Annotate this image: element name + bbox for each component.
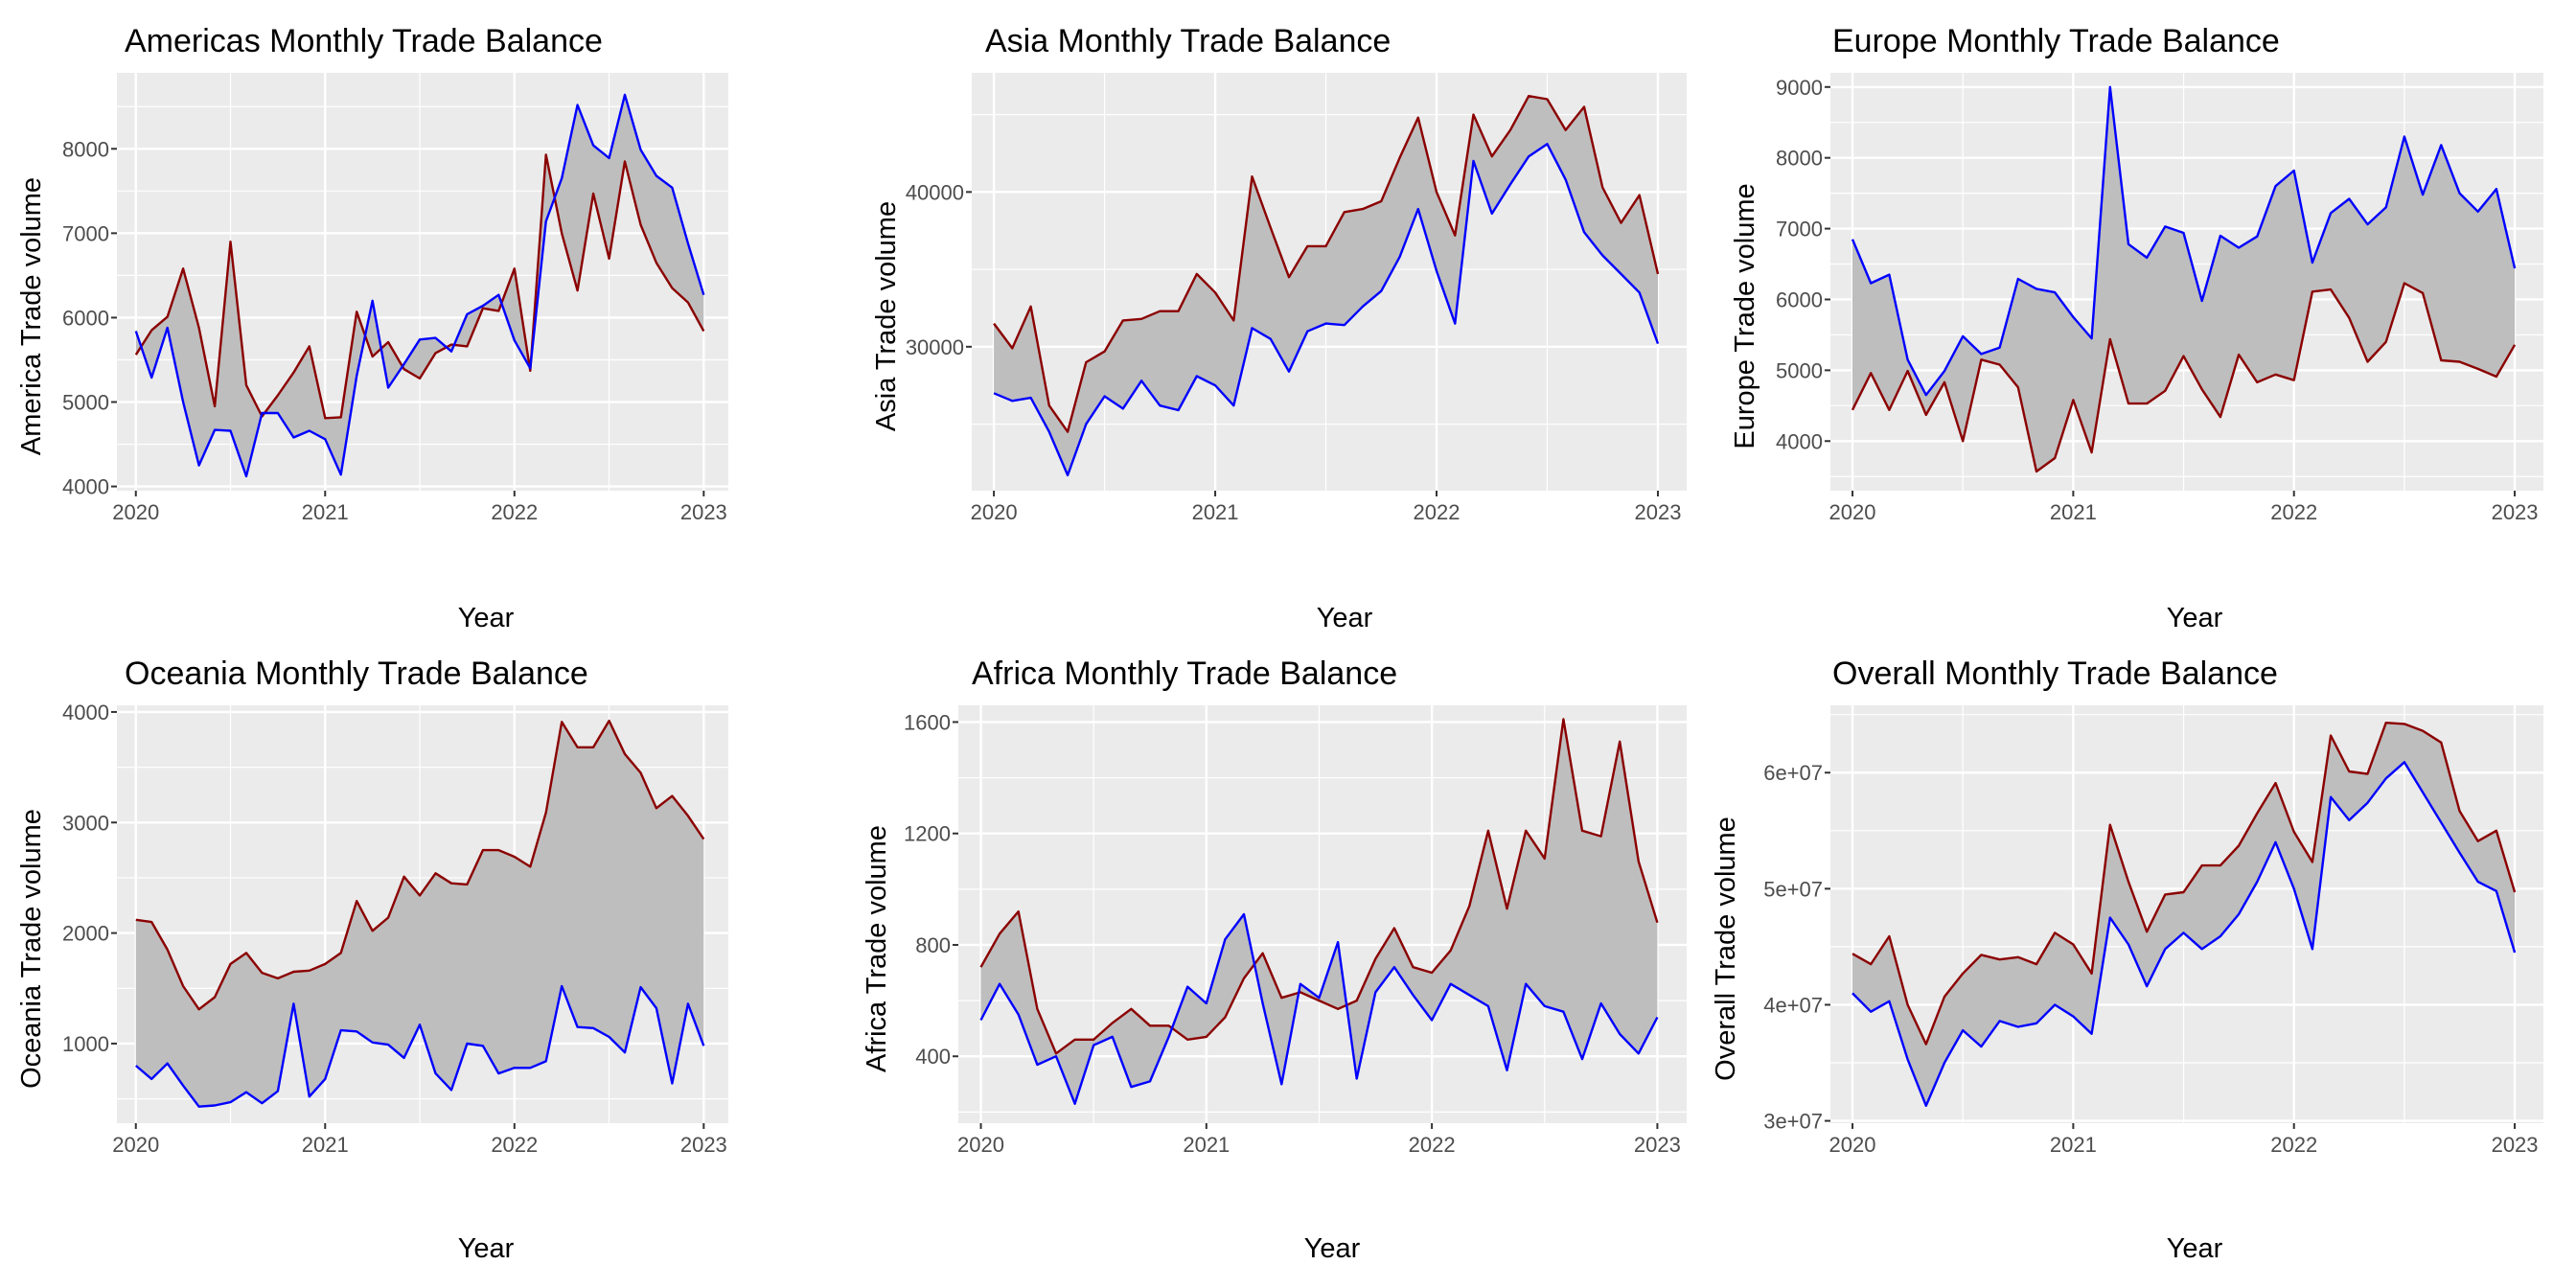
y-tick-label: 7000 [62,221,109,245]
x-tick-label: 2020 [971,500,1018,524]
series-line-blue [1851,85,2517,397]
series-line-red [1851,282,2517,473]
y-tick-label: 2000 [62,922,109,946]
series-line-red [135,719,705,1011]
x-tick-label: 2022 [491,1133,538,1157]
series-line-blue [993,143,1660,477]
x-tick-label: 2021 [1183,1133,1230,1157]
chart-title: Americas Monthly Trade Balance [125,23,603,59]
series-line-blue [979,912,1659,1105]
y-tick-label: 4000 [1776,429,1823,453]
series-line-blue [135,984,705,1108]
chart-panel-4: 1000 2000 3000 4000 2020 2021 2022 2023 Oceania … [16,656,728,1264]
chart-title: Overall Monthly Trade Balance [1832,656,2278,692]
y-axis-title: Asia Trade volume [871,201,902,431]
x-tick-label: 2021 [2050,1133,2097,1157]
chart-title: Oceania Monthly Trade Balance [125,656,588,692]
chart-title: Asia Monthly Trade Balance [985,23,1391,59]
y-tick-label: 6000 [1776,288,1823,311]
x-tick-label: 2023 [1634,500,1681,524]
x-tick-label: 2022 [2270,500,2317,524]
x-tick-label: 2021 [302,1133,349,1157]
y-tick-label: 6000 [62,306,109,330]
series-line-blue [1852,761,2517,1108]
x-axis-title: Year [458,1233,515,1264]
chart-panel-3: 4000 5000 6000 7000 8000 9000 2020 2021 2022 2023… [1730,23,2543,633]
ribbon-area [1852,86,2516,472]
y-tick-label: 5000 [62,391,109,415]
chart-panel-1: 4000 5000 6000 7000 8000 2020 2021 2022 2023 Amer… [16,23,728,633]
x-tick-label: 2020 [957,1133,1004,1157]
y-axis-title: Europe Trade volume [1730,183,1760,448]
x-axis-title: Year [2167,603,2223,633]
series-line-red [979,718,1659,1055]
x-tick-label: 2023 [1634,1133,1681,1157]
x-tick-label: 2023 [680,500,727,524]
y-tick-label: 1600 [904,710,951,734]
series-line-red [134,153,705,420]
x-tick-label: 2021 [1192,500,1239,524]
y-axis-title: Overall Trade volume [1711,816,1741,1081]
x-tick-label: 2020 [1829,1133,1876,1157]
series-line-red [1852,722,2517,1046]
series-line-red [993,94,1660,433]
ribbon-area [135,721,704,1107]
y-tick-label: 6e+07 [1763,761,1823,785]
y-tick-label: 8000 [62,137,109,161]
y-tick-label: 3e+07 [1763,1110,1823,1134]
y-tick-label: 400 [915,1045,951,1069]
ribbon-area [994,96,1658,475]
x-tick-label: 2023 [2492,1133,2539,1157]
y-tick-label: 40000 [906,180,964,204]
x-tick-label: 2023 [680,1133,727,1157]
x-axis-title: Year [458,603,515,633]
y-tick-label: 3000 [62,811,109,835]
y-tick-label: 7000 [1776,218,1823,242]
chart-panel-5: 400 800 1200 1600 2020 2021 2022 2023 Africa Mon… [862,656,1687,1264]
x-tick-label: 2020 [112,500,159,524]
x-tick-label: 2022 [491,500,538,524]
x-tick-label: 2022 [1414,500,1460,524]
x-tick-label: 2023 [2492,500,2539,524]
y-tick-label: 4e+07 [1763,993,1823,1017]
y-tick-label: 800 [915,933,951,957]
y-tick-label: 4000 [62,475,109,499]
chart-panel-6: 3e+07 4e+07 5e+07 6e+07 2020 2021 2022 2023 Over… [1711,656,2543,1264]
y-tick-label: 1000 [62,1032,109,1056]
x-tick-label: 2022 [2270,1133,2317,1157]
chart-title: Europe Monthly Trade Balance [1832,23,2280,59]
y-axis-title: America Trade volume [16,177,47,455]
y-tick-label: 5e+07 [1763,877,1823,901]
y-axis-title: Africa Trade volume [862,825,892,1072]
x-tick-label: 2022 [1409,1133,1456,1157]
series-line-blue [134,93,705,478]
chart-title: Africa Monthly Trade Balance [972,656,1397,692]
chart-panel-2: 30000 40000 2020 2021 2022 2023 Asia Monthly T… [871,23,1687,633]
x-tick-label: 2020 [112,1133,159,1157]
ribbon-area [135,94,704,477]
y-tick-label: 30000 [906,335,964,359]
y-tick-label: 4000 [62,701,109,724]
y-tick-label: 5000 [1776,358,1823,382]
x-tick-label: 2020 [1829,500,1876,524]
y-tick-label: 8000 [1776,147,1823,171]
ribbon-area [980,719,1658,1104]
x-tick-label: 2021 [302,500,349,524]
y-axis-title: Oceania Trade volume [16,809,47,1089]
x-axis-title: Year [2167,1233,2223,1264]
x-tick-label: 2021 [2050,500,2097,524]
x-axis-title: Year [1317,603,1373,633]
y-tick-label: 1200 [904,822,951,846]
x-axis-title: Year [1304,1233,1361,1264]
y-tick-label: 9000 [1776,76,1823,100]
